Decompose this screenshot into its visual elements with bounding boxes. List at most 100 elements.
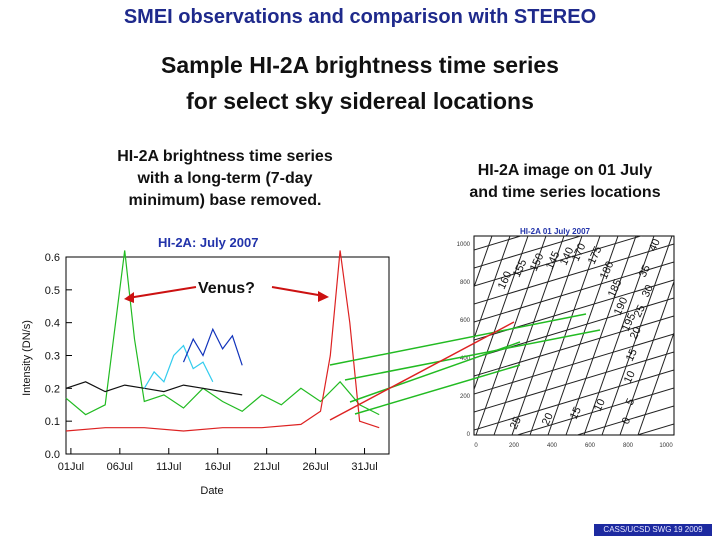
y-tick-label: 0.6 [45,252,60,264]
venus-annotation: Venus? [198,280,255,297]
left-caption-line: with a long-term (7-day [137,170,313,187]
grid-line [474,236,529,392]
subtitle-line-1: Sample HI-2A brightness time series [161,52,559,78]
image-y-tick: 1000 [457,242,471,248]
green-connector [354,364,521,415]
grid-line [565,236,637,435]
grid-line [601,236,673,435]
left-caption-line: HI-2A brightness time series [117,148,333,165]
series-line-green [65,250,380,416]
grid-line [474,243,674,305]
grid-line [474,351,674,413]
grid-label: 25 [632,303,648,319]
grid-label: 20 [628,325,644,341]
grid-line [474,236,583,269]
image-x-tick: 1000 [659,443,673,449]
image-y-tick: 600 [460,318,471,324]
grid-label: 40 [647,237,663,253]
grid-label: 10 [592,397,608,413]
grid-line [635,423,674,435]
venus-arrow-left [127,286,197,299]
subtitle-line-2: for select sky sidereal locations [186,88,534,114]
image-y-tick: 200 [460,394,471,400]
y-tick-label: 0.0 [45,449,60,461]
grid-line [474,261,674,323]
x-axis: 01Jul 06Jul 11Jul 16Jul 21Jul 26Jul 31Jul [58,448,378,473]
image-y-tick: 400 [460,356,471,362]
y-tick-label: 0.1 [45,416,60,428]
grid-line [475,236,547,435]
right-caption: HI-2A image on 01 July and time series l… [440,160,690,204]
image-x-tick: 0 [474,443,478,449]
grid-line [575,405,674,435]
left-caption-line: minimum) base removed. [128,192,322,209]
grid-line [474,236,493,289]
grid-line [637,331,674,435]
x-tick-label: 26Jul [302,461,328,473]
series-line-red [65,250,380,432]
x-tick-label: 31Jul [351,461,377,473]
grid-line [474,118,674,178]
grid-line [511,236,583,435]
y-tick-label: 0.5 [45,285,60,297]
grid-line [474,154,674,214]
grid-line [474,236,523,251]
x-tick-label: 11Jul [156,461,181,473]
venus-arrowhead-left [124,292,134,303]
left-caption: HI-2A brightness time series with a long… [70,146,380,212]
grid-line [386,236,456,435]
grid-label: 25 [508,415,524,431]
grid-line [474,172,674,232]
grid-line [547,236,619,435]
grid-label: 30 [640,283,656,299]
series-line-blue [182,327,243,366]
grid-label: 5 [624,397,637,408]
grid-line [583,236,655,435]
series-group [65,250,380,432]
grid-line [619,279,674,435]
y-tick-label: 0.2 [45,383,60,395]
grid-label: 15 [568,405,584,421]
grid-line [474,236,643,287]
x-axis-label: Date [200,485,223,497]
image-y-tick: 800 [460,280,471,286]
y-tick-label: 0.4 [45,318,60,330]
series-line-black [65,381,243,396]
grid-label: 0 [620,416,633,427]
venus-arrowhead-right [318,291,329,302]
y-axis: 0.0 0.1 0.2 0.3 0.4 0.5 0.6 [45,252,72,461]
grid-line [474,333,674,395]
right-caption-line: and time series locations [469,184,661,201]
x-tick-label: 21Jul [254,461,280,473]
slide-title: SMEI observations and comparison with ST… [123,6,597,28]
venus-arrow-right [271,286,325,297]
grid-line [474,369,674,431]
x-tick-label: 01Jul [58,461,84,473]
grid-label: 15 [624,347,640,363]
image-x-tick: 600 [585,443,596,449]
grid-line [493,236,565,435]
x-tick-label: 16Jul [205,461,231,473]
y-axis-label: Intensity (DN/s) [21,320,33,396]
right-caption-line: HI-2A image on 01 July [477,162,653,179]
footer-badge: CASS/UCSD SWG 19 2009 [594,524,712,536]
green-connector [329,313,587,366]
grid-line [368,236,438,435]
grid-label: 35 [637,263,653,279]
image-y-tick: 0 [467,432,471,438]
series-line-cyan [143,344,214,389]
green-connector [349,341,521,403]
x-tick-label: 06Jul [107,461,133,473]
chart-title: HI-2A: July 2007 [158,235,258,250]
grid-label: 20 [540,411,556,427]
grid-line [474,136,674,196]
image-x-tick: 200 [509,443,520,449]
image-grid [368,118,674,435]
y-tick-label: 0.3 [45,351,60,363]
image-x-tick: 400 [547,443,558,449]
grid-line [515,387,674,435]
image-title: HI-2A 01 July 2007 [520,227,591,236]
grid-label: 10 [622,369,638,385]
